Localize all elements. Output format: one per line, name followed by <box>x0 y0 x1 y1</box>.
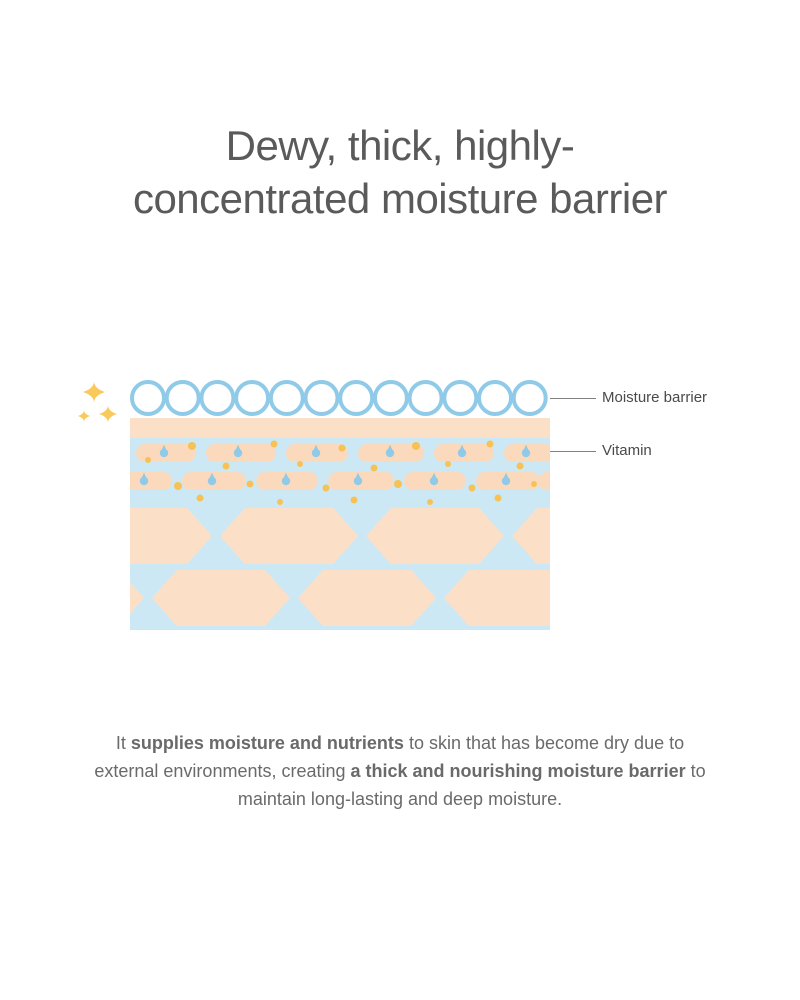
label-line-vitamin <box>550 451 596 452</box>
label-line-moisture <box>550 398 596 399</box>
description: It supplies moisture and nutrients to sk… <box>85 730 715 814</box>
label-moisture-barrier: Moisture barrier <box>602 389 707 406</box>
skin-diagram: Moisture barrier Vitamin <box>130 380 690 630</box>
title-line-1: Dewy, thick, highly- <box>226 122 575 169</box>
title-line-2: concentrated moisture barrier <box>133 175 667 222</box>
page-title: Dewy, thick, highly- concentrated moistu… <box>0 120 800 225</box>
desc-b2: a thick and nourishing moisture barrier <box>351 761 686 781</box>
desc-t1: It <box>116 733 131 753</box>
desc-b1: supplies moisture and nutrients <box>131 733 404 753</box>
label-vitamin: Vitamin <box>602 442 652 459</box>
skin-diagram-svg <box>70 380 550 630</box>
